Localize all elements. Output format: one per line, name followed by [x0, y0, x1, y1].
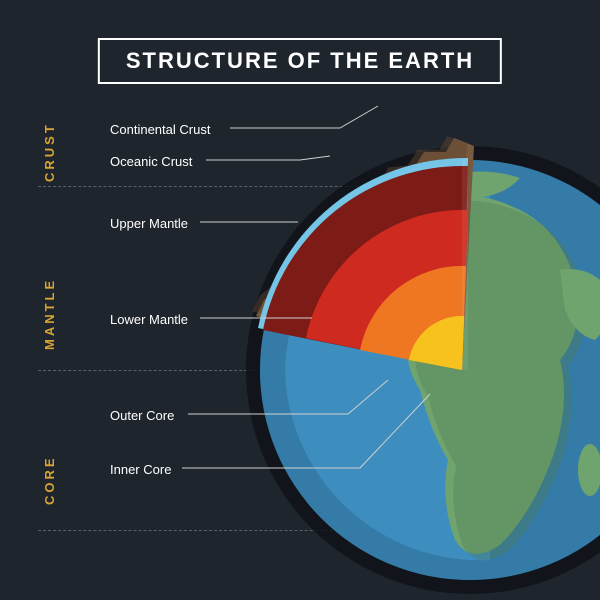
label-inner-core: Inner Core: [110, 462, 171, 477]
label-continental-crust: Continental Crust: [110, 122, 210, 137]
label-outer-core: Outer Core: [110, 408, 174, 423]
page-title: STRUCTURE OF THE EARTH: [98, 38, 502, 84]
section-mantle: MANTLE: [42, 200, 57, 350]
divider: [38, 530, 378, 531]
section-crust: CRUST: [42, 120, 57, 182]
label-oceanic-crust: Oceanic Crust: [110, 154, 192, 169]
earth-diagram: [0, 0, 600, 600]
divider: [38, 370, 378, 371]
label-upper-mantle: Upper Mantle: [110, 216, 188, 231]
label-lower-mantle: Lower Mantle: [110, 312, 188, 327]
section-core: CORE: [42, 395, 57, 505]
divider: [38, 186, 378, 187]
